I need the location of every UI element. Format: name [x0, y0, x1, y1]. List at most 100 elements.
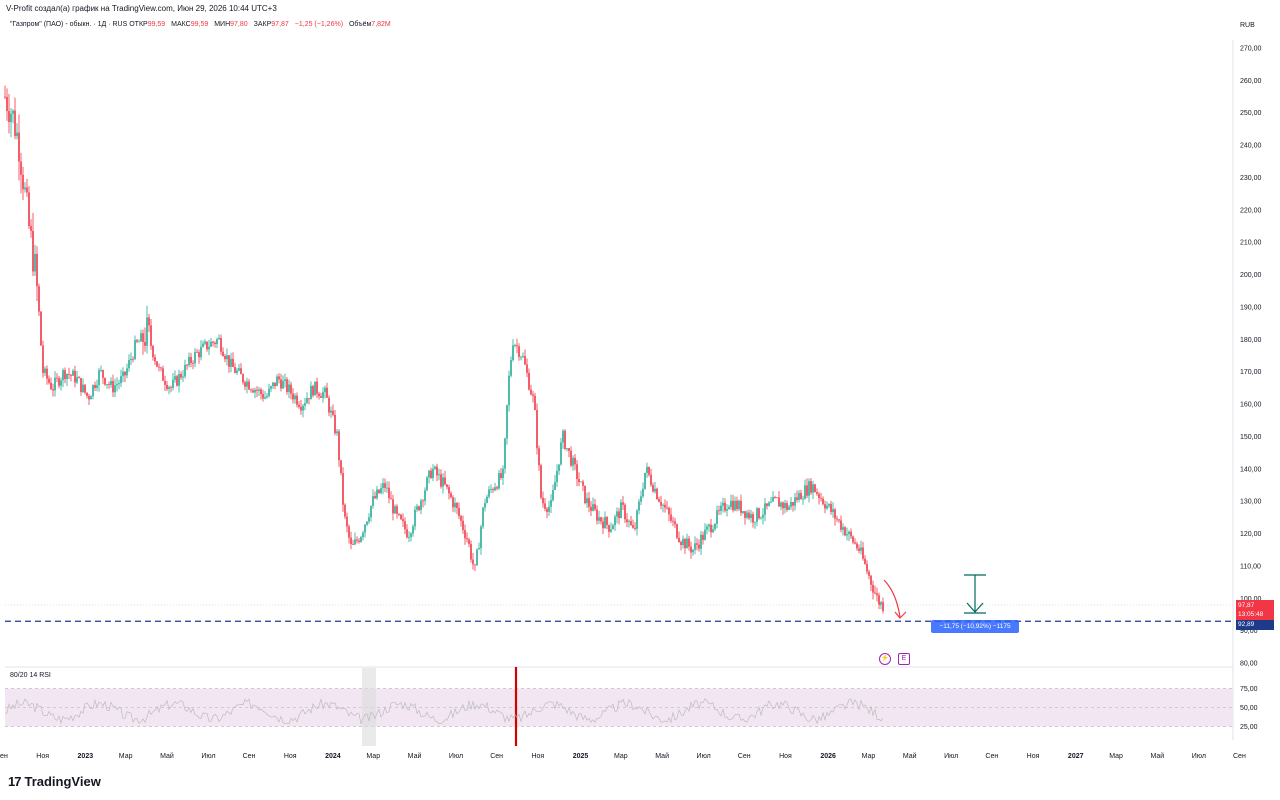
candle-body — [90, 396, 92, 400]
candle-body — [850, 531, 852, 537]
candle-body — [710, 524, 712, 533]
candle-body — [264, 397, 266, 399]
candle-body — [648, 466, 650, 475]
candle-body — [306, 398, 308, 404]
candle-body — [336, 431, 338, 434]
time-tick-label: Июл — [944, 753, 958, 760]
candle-body — [734, 500, 736, 511]
candle-body — [460, 516, 462, 521]
candle-body — [450, 493, 452, 498]
candle-body — [210, 341, 212, 347]
candle-body — [214, 342, 216, 344]
candle-body — [448, 487, 450, 494]
price-tick-label: 240,00 — [1240, 143, 1262, 150]
price-grid — [5, 40, 1234, 740]
price-tick-label: 150,00 — [1240, 434, 1262, 441]
time-tick-label: Май — [655, 752, 669, 760]
candle-body — [550, 500, 552, 507]
candle-body — [822, 498, 824, 505]
measure-arrowhead — [966, 602, 984, 613]
candle-body — [528, 372, 530, 390]
candle-body — [258, 389, 260, 391]
time-tick-label: Сен — [738, 753, 751, 760]
candle-body — [346, 516, 348, 527]
candle-body — [122, 371, 124, 377]
candle-body — [144, 341, 146, 346]
candle-body — [880, 602, 882, 606]
candle-body — [794, 497, 796, 506]
candle-body — [566, 448, 568, 449]
candle-body — [398, 513, 400, 515]
candle-body — [24, 187, 26, 190]
candle-body — [486, 496, 488, 504]
candle-body — [538, 448, 540, 466]
candle-body — [34, 253, 36, 272]
time-tick-label: Сен — [1233, 753, 1246, 760]
candle-body — [322, 392, 324, 398]
candle-body — [36, 253, 38, 287]
price-tick-label: 190,00 — [1240, 304, 1262, 311]
candle-body — [92, 385, 94, 397]
candle-body — [228, 355, 230, 367]
candle-body — [376, 489, 378, 499]
candle-body — [668, 508, 670, 515]
time-tick-label: 2023 — [78, 753, 94, 760]
candle-body — [726, 509, 728, 511]
candle-body — [440, 474, 442, 487]
time-tick-label: Май — [160, 752, 174, 760]
candle-body — [470, 544, 472, 560]
candle-body — [344, 504, 346, 517]
candle-body — [320, 396, 322, 398]
rsi-label[interactable]: 80/20 14 RSI — [10, 672, 51, 679]
candle-body — [270, 386, 272, 389]
candle-body — [468, 539, 470, 545]
candle-body — [452, 497, 454, 508]
currency-label[interactable]: RUB — [1240, 22, 1255, 29]
candle-body — [526, 364, 528, 373]
candle-body — [714, 523, 716, 530]
candle-body — [646, 466, 648, 473]
candle-body — [604, 517, 606, 529]
candle-body — [152, 345, 154, 358]
candle-body — [750, 514, 752, 519]
dividend-event-icon[interactable]: ⚡ — [879, 653, 891, 665]
candle-body — [294, 395, 296, 400]
candle-body — [252, 390, 254, 393]
candles — [4, 85, 884, 614]
candle-body — [434, 466, 436, 469]
candle-body — [108, 384, 110, 385]
candle-body — [96, 385, 98, 388]
candle-body — [700, 534, 702, 549]
candle-body — [572, 457, 574, 466]
candle-body — [286, 379, 288, 392]
candle-body — [202, 343, 204, 347]
candle-body — [40, 311, 42, 346]
annotations — [883, 574, 986, 619]
earnings-event-icon[interactable]: E — [898, 653, 910, 665]
candle-body — [870, 575, 872, 585]
candle-body — [674, 521, 676, 525]
candle-body — [106, 384, 108, 385]
price-tick-label: 270,00 — [1240, 46, 1262, 53]
candle-body — [812, 484, 814, 493]
tradingview-logo[interactable]: 17 TradingView — [8, 774, 101, 789]
candle-body — [234, 367, 236, 373]
candle-body — [428, 470, 430, 478]
time-tick-label: 2024 — [325, 753, 341, 760]
candle-body — [548, 506, 550, 512]
candle-body — [8, 111, 10, 123]
price-chart[interactable]: 270,00 260,00 250,00 240,00 230,00 220,00 210,… — [0, 0, 1280, 770]
candle-body — [702, 534, 704, 540]
candle-body — [500, 473, 502, 478]
measure-label[interactable]: −11,75 (−10,92%) −1175 — [931, 620, 1019, 633]
candle-body — [536, 409, 538, 449]
price-tick-label: 230,00 — [1240, 175, 1262, 182]
low-label: МИН — [214, 21, 231, 28]
candle-body — [558, 464, 560, 471]
time-tick-label: Май — [408, 752, 422, 760]
candle-body — [724, 502, 726, 511]
candle-body — [510, 360, 512, 376]
candle-body — [158, 366, 160, 368]
candle-body — [46, 368, 48, 379]
candle-body — [784, 503, 786, 509]
